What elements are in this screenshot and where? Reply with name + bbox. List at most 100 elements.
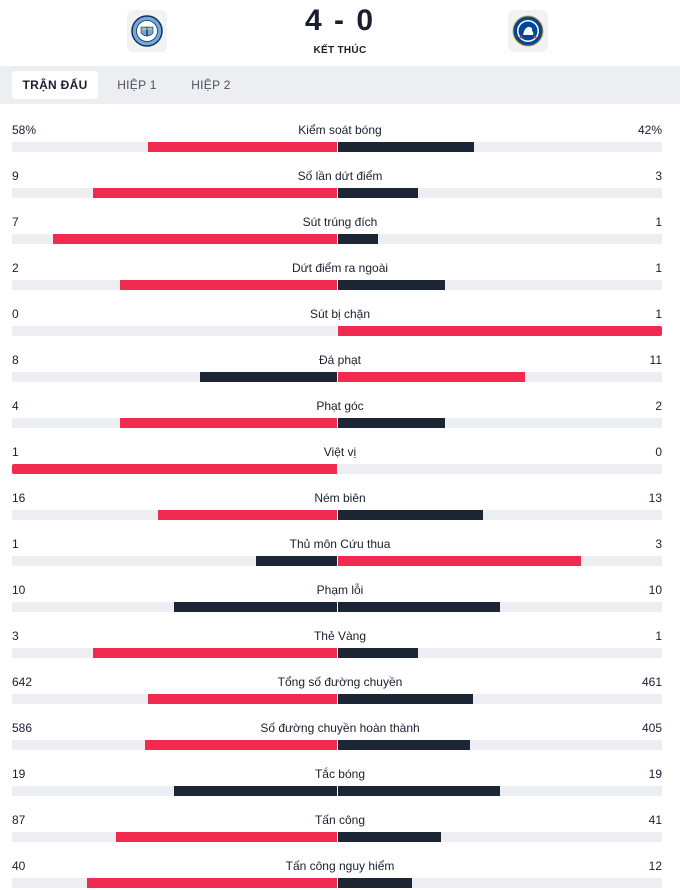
away-stat-value: 3 xyxy=(655,537,662,551)
away-stat-value: 19 xyxy=(648,767,662,781)
away-stat-value: 0 xyxy=(655,445,662,459)
stat-label: Dứt điểm ra ngoài xyxy=(291,261,389,275)
tab-first-half[interactable]: HIỆP 1 xyxy=(117,78,157,92)
stat-row: 16 Ném biên 13 xyxy=(0,486,680,532)
away-stat-value: 1 xyxy=(655,215,662,229)
away-stat-value: 11 xyxy=(649,353,662,367)
home-stat-value: 0 xyxy=(12,307,19,321)
stat-bar-track xyxy=(12,832,662,842)
away-stat-bar xyxy=(337,188,418,198)
home-stat-bar xyxy=(148,142,337,152)
away-stat-bar xyxy=(337,602,500,612)
home-stat-value: 7 xyxy=(12,215,19,229)
away-stat-bar xyxy=(337,878,412,888)
stat-row: 4 Phạt góc 2 xyxy=(0,394,680,440)
home-stat-value: 4 xyxy=(12,399,19,413)
home-stat-value: 3 xyxy=(12,629,19,643)
stats-list: 58% Kiểm soát bóng 42% 9 Số lần dứt điểm 3 7 Sú… xyxy=(0,118,680,890)
away-stat-bar xyxy=(337,418,445,428)
away-stat-value: 12 xyxy=(648,859,662,873)
stat-label: Số lần dứt điểm xyxy=(297,169,383,183)
home-stat-value: 642 xyxy=(12,675,33,689)
manchester-city-crest-icon xyxy=(131,15,163,47)
chelsea-crest-icon xyxy=(512,15,544,47)
away-stat-value: 42% xyxy=(637,123,662,137)
bar-center-divider xyxy=(337,142,338,152)
home-stat-bar xyxy=(174,786,337,796)
home-stat-value: 87 xyxy=(12,813,26,827)
away-stat-bar xyxy=(337,556,581,566)
home-stat-bar xyxy=(200,372,337,382)
stat-row: 9 Số lần dứt điểm 3 xyxy=(0,164,680,210)
bar-center-divider xyxy=(337,786,338,796)
home-stat-bar xyxy=(256,556,337,566)
stat-bar-track xyxy=(12,280,662,290)
stat-bar-track xyxy=(12,648,662,658)
away-stat-bar xyxy=(337,832,441,842)
stat-row: 19 Tắc bóng 19 xyxy=(0,762,680,808)
bar-center-divider xyxy=(337,188,338,198)
home-stat-bar xyxy=(120,418,337,428)
away-stat-bar xyxy=(337,326,662,336)
bar-center-divider xyxy=(337,556,338,566)
away-stat-value: 2 xyxy=(655,399,662,413)
away-stat-value: 405 xyxy=(641,721,662,735)
away-stat-value: 1 xyxy=(655,307,662,321)
away-stat-value: 461 xyxy=(641,675,662,689)
bar-center-divider xyxy=(337,694,338,704)
match-header: 4 - 0 KẾT THÚC xyxy=(0,0,680,64)
stat-bar-track xyxy=(12,602,662,612)
home-stat-bar xyxy=(53,234,337,244)
home-stat-value: 8 xyxy=(12,353,19,367)
away-stat-bar xyxy=(337,510,483,520)
stat-row: 10 Phạm lỗi 10 xyxy=(0,578,680,624)
stat-label: Ném biên xyxy=(314,491,366,505)
away-stat-bar xyxy=(337,648,418,658)
away-team-crest[interactable] xyxy=(508,10,548,52)
bar-center-divider xyxy=(337,464,338,474)
stat-bar-track xyxy=(12,878,662,888)
tab-second-half[interactable]: HIỆP 2 xyxy=(191,78,231,92)
stat-bar-track xyxy=(12,740,662,750)
away-stat-bar xyxy=(337,372,525,382)
home-stat-bar xyxy=(116,832,337,842)
stat-bar-track xyxy=(12,786,662,796)
away-stat-bar xyxy=(337,142,474,152)
bar-center-divider xyxy=(337,326,338,336)
stat-bar-track xyxy=(12,464,662,474)
home-stat-bar xyxy=(145,740,337,750)
bar-center-divider xyxy=(337,740,338,750)
stat-row: 1 Thủ môn Cứu thua 3 xyxy=(0,532,680,578)
bar-center-divider xyxy=(337,418,338,428)
stat-label: Đá phạt xyxy=(318,353,362,367)
away-stat-value: 1 xyxy=(655,629,662,643)
stat-row: 58% Kiểm soát bóng 42% xyxy=(0,118,680,164)
match-status: KẾT THÚC xyxy=(313,45,367,56)
home-stat-value: 19 xyxy=(12,767,26,781)
stat-row: 40 Tấn công nguy hiểm 12 xyxy=(0,854,680,890)
stat-row: 2 Dứt điểm ra ngoài 1 xyxy=(0,256,680,302)
home-team-crest[interactable] xyxy=(127,10,167,52)
stat-label: Thủ môn Cứu thua xyxy=(289,537,391,551)
home-stat-value: 586 xyxy=(12,721,33,735)
away-stat-bar xyxy=(337,786,500,796)
bar-center-divider xyxy=(337,832,338,842)
bar-center-divider xyxy=(337,372,338,382)
stat-bar-track xyxy=(12,142,662,152)
home-stat-bar xyxy=(158,510,337,520)
stat-bar-track xyxy=(12,372,662,382)
home-stat-bar xyxy=(120,280,337,290)
stat-label: Kiểm soát bóng xyxy=(298,123,382,137)
home-stat-value: 40 xyxy=(12,859,26,873)
home-stat-bar xyxy=(93,188,337,198)
stat-row: 7 Sút trúng đích 1 xyxy=(0,210,680,256)
stat-bar-track xyxy=(12,694,662,704)
tab-match[interactable]: TRẬN ĐẤU xyxy=(12,71,98,99)
stat-bar-track xyxy=(12,234,662,244)
home-stat-bar xyxy=(87,878,337,888)
away-stat-value: 13 xyxy=(648,491,662,505)
stat-label: Phạt góc xyxy=(316,399,364,413)
stat-label: Tổng số đường chuyền xyxy=(277,675,403,689)
stat-label: Việt vị xyxy=(323,445,357,459)
stat-bar-track xyxy=(12,556,662,566)
